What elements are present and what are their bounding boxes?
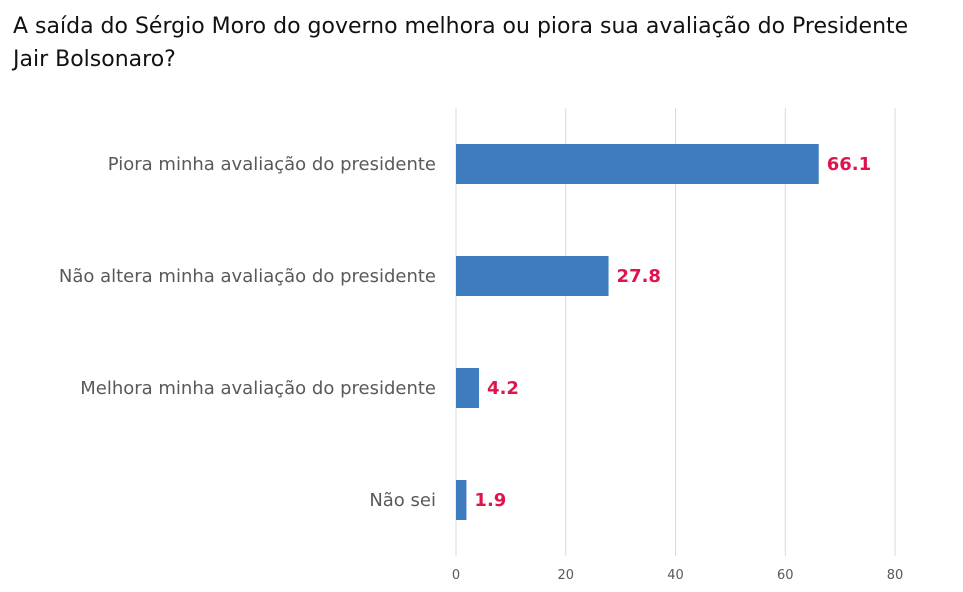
data-label: 1.9 <box>474 490 506 511</box>
x-tick-label: 0 <box>452 568 460 583</box>
category-label: Piora minha avaliação do presidente <box>108 154 436 175</box>
chart-title: A saída do Sérgio Moro do governo melhor… <box>13 14 909 72</box>
category-label: Não sei <box>369 490 436 511</box>
bar <box>456 144 819 184</box>
bars <box>456 144 819 520</box>
bar <box>456 256 609 296</box>
bar <box>456 480 467 520</box>
x-tick-label: 60 <box>777 568 794 583</box>
category-labels: Piora minha avaliação do presidente Não a… <box>59 154 436 511</box>
x-tick-label: 40 <box>667 568 684 583</box>
category-label: Melhora minha avaliação do presidente <box>80 378 436 399</box>
x-axis-ticks: 0 20 40 60 80 <box>452 568 903 583</box>
x-tick-label: 80 <box>887 568 904 583</box>
bar <box>456 368 480 408</box>
data-labels: 66.1 27.8 4.2 1.9 <box>474 154 871 511</box>
category-label: Não altera minha avaliação do presidente <box>59 266 436 287</box>
data-label: 4.2 <box>487 378 519 399</box>
data-label: 66.1 <box>827 154 871 175</box>
x-tick-label: 20 <box>557 568 574 583</box>
data-label: 27.8 <box>617 266 661 287</box>
